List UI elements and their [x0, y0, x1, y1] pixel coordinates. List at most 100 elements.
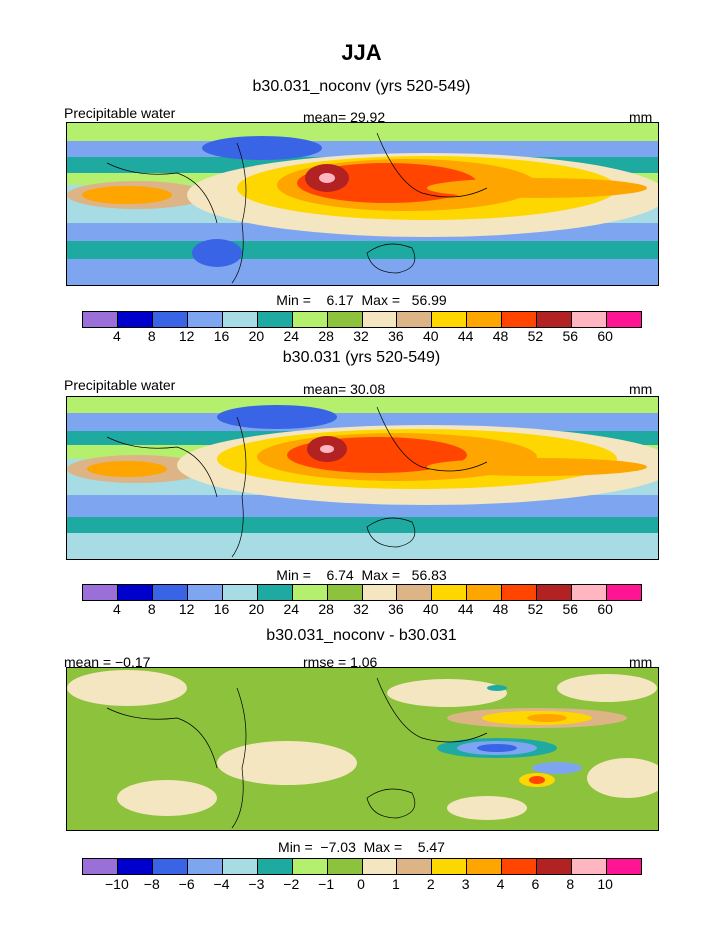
- colorbar-cell: [187, 585, 223, 600]
- panel2-units-label: mm: [629, 381, 653, 397]
- colorbar-cell: [257, 312, 293, 327]
- colorbar-cell: [187, 312, 223, 327]
- colorbar-cell: [187, 859, 223, 874]
- colorbar-cell: [117, 312, 153, 327]
- tick-label: 20: [248, 328, 265, 344]
- tick-label: 40: [422, 328, 439, 344]
- tick-label: 8: [147, 328, 156, 344]
- colorbar-cell: [327, 585, 363, 600]
- tick-label: 48: [492, 601, 509, 617]
- tick-label: 6: [531, 876, 540, 892]
- tick-label: 0: [357, 876, 365, 892]
- panel2-variable-label: Precipitable water: [64, 377, 176, 393]
- colorbar-cell: [432, 859, 468, 874]
- tick-label: 1: [391, 876, 400, 892]
- colorbar-cell: [572, 585, 608, 600]
- colorbar-cell: [607, 312, 641, 327]
- tick-label: −10: [105, 876, 129, 892]
- tick-label: 3: [461, 876, 470, 892]
- colorbar-cell: [502, 312, 538, 327]
- panel1-colorbar-ticks: 4 8 12 16 20 24 28 32 36 40 44 48 52 56 …: [82, 328, 640, 346]
- colorbar-cell: [257, 859, 293, 874]
- panel3-mean-label: mean = −0.17: [64, 654, 151, 670]
- panel2-map: [66, 396, 659, 560]
- tick-label: 36: [388, 601, 404, 617]
- colorbar-cell: [572, 312, 608, 327]
- colorbar-cell: [607, 859, 641, 874]
- tick-label: 48: [492, 328, 509, 344]
- tick-label: 44: [457, 328, 474, 344]
- tick-label: 8: [147, 601, 156, 617]
- panel3-units-label: mm: [629, 654, 653, 670]
- panel1-mean-label: mean= 29.92: [303, 109, 386, 125]
- colorbar-cell: [152, 859, 188, 874]
- panel3-colorbar-ticks: −10 −8 −6 −4 −3 −2 −1 0 1 2 3 4 6 8 10: [82, 876, 640, 894]
- colorbar-cell: [362, 859, 398, 874]
- tick-label: −6: [178, 876, 195, 892]
- colorbar-cell: [327, 312, 363, 327]
- colorbar-cell: [397, 859, 433, 874]
- panel3-subtitle: b30.031_noconv - b30.031: [266, 627, 457, 644]
- tick-label: 52: [527, 328, 544, 344]
- tick-label: 52: [527, 601, 544, 617]
- tick-label: 40: [422, 601, 439, 617]
- colorbar-cell: [607, 585, 641, 600]
- colorbar-cell: [327, 859, 363, 874]
- colorbar-cell: [467, 312, 503, 327]
- tick-label: 36: [388, 328, 404, 344]
- colorbar-cell: [467, 585, 503, 600]
- tick-label: 4: [112, 328, 121, 344]
- colorbar-cell: [537, 585, 573, 600]
- colorbar-cell: [432, 585, 468, 600]
- tick-label: −4: [213, 876, 230, 892]
- colorbar-cell: [117, 585, 153, 600]
- colorbar-cell: [117, 859, 153, 874]
- colorbar-cell: [432, 312, 468, 327]
- panel1-subtitle: b30.031_noconv (yrs 520-549): [252, 78, 471, 95]
- panel1-minmax: Min = 6.17 Max = 56.99: [276, 292, 447, 308]
- tick-label: 44: [457, 601, 474, 617]
- colorbar-cell: [397, 312, 433, 327]
- tick-label: 12: [178, 601, 195, 617]
- tick-label: 10: [597, 876, 613, 892]
- colorbar-cell: [502, 859, 538, 874]
- tick-label: 4: [112, 601, 121, 617]
- colorbar-cell: [152, 585, 188, 600]
- colorbar-cell: [502, 585, 538, 600]
- page-title: JJA: [341, 40, 382, 65]
- tick-label: 12: [178, 328, 195, 344]
- colorbar-cell: [362, 312, 398, 327]
- tick-label: 60: [597, 328, 613, 344]
- colorbar-cell: [222, 312, 258, 327]
- colorbar-cell: [222, 585, 258, 600]
- colorbar-cell: [83, 312, 118, 327]
- tick-label: 28: [318, 601, 334, 617]
- tick-label: 32: [353, 601, 369, 617]
- panel3-map: [66, 667, 659, 831]
- colorbar-cell: [292, 312, 328, 327]
- tick-label: 4: [496, 876, 505, 892]
- tick-label: 16: [213, 601, 230, 617]
- tick-label: 16: [213, 328, 230, 344]
- colorbar-cell: [397, 585, 433, 600]
- colorbar-cell: [83, 859, 118, 874]
- panel1-map: [66, 122, 659, 286]
- tick-label: −2: [283, 876, 300, 892]
- tick-label: −3: [248, 876, 265, 892]
- colorbar-cell: [362, 585, 398, 600]
- panel3-minmax: Min = −7.03 Max = 5.47: [278, 839, 445, 855]
- tick-label: 56: [562, 601, 579, 617]
- colorbar-cell: [537, 312, 573, 327]
- colorbar-cell: [222, 859, 258, 874]
- colorbar-cell: [467, 859, 503, 874]
- colorbar-cell: [537, 859, 573, 874]
- panel2-subtitle: b30.031 (yrs 520-549): [282, 349, 441, 366]
- colorbar-cell: [292, 585, 328, 600]
- colorbar-cell: [152, 312, 188, 327]
- tick-label: 28: [318, 328, 334, 344]
- tick-label: 2: [426, 876, 435, 892]
- panel2-minmax: Min = 6.74 Max = 56.83: [276, 567, 447, 583]
- panel1-units-label: mm: [629, 109, 653, 125]
- colorbar-cell: [83, 585, 118, 600]
- panel1-variable-label: Precipitable water: [64, 105, 176, 121]
